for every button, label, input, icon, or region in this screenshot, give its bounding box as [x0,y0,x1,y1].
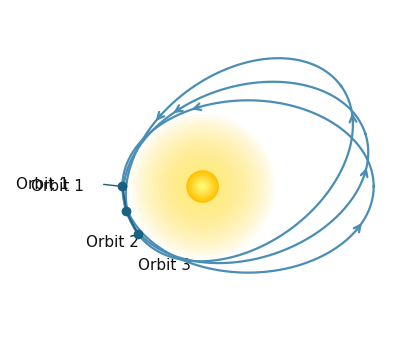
Circle shape [196,180,209,193]
Circle shape [190,174,215,199]
Circle shape [197,181,208,192]
Circle shape [202,186,203,187]
Circle shape [191,175,214,198]
Circle shape [193,177,212,196]
Circle shape [194,178,211,195]
Circle shape [190,173,216,200]
Circle shape [200,184,205,190]
Circle shape [190,174,215,198]
Circle shape [195,179,210,194]
Circle shape [199,183,206,190]
Circle shape [187,171,218,202]
Circle shape [192,176,213,197]
Circle shape [197,181,208,192]
Circle shape [200,184,205,189]
Circle shape [201,185,204,188]
Circle shape [198,182,207,191]
Circle shape [196,180,209,193]
Text: Orbit 1: Orbit 1 [16,176,69,192]
Circle shape [202,186,203,187]
Circle shape [201,185,204,188]
Text: Orbit 3: Orbit 3 [138,257,191,273]
Text: Orbit 1: Orbit 1 [31,179,84,194]
Circle shape [189,173,217,201]
Circle shape [192,176,213,197]
Text: Orbit 2: Orbit 2 [85,235,138,250]
Circle shape [194,178,211,195]
Circle shape [200,184,205,189]
Circle shape [188,172,217,201]
Circle shape [194,178,211,195]
Circle shape [198,181,207,192]
Circle shape [188,172,217,201]
Circle shape [190,174,215,199]
Circle shape [192,176,213,197]
Circle shape [196,180,209,193]
Circle shape [201,185,205,189]
Circle shape [188,171,218,202]
Circle shape [189,173,216,200]
Circle shape [199,182,206,190]
Circle shape [191,175,214,198]
Circle shape [195,179,210,194]
Circle shape [198,182,207,191]
Circle shape [193,177,212,196]
